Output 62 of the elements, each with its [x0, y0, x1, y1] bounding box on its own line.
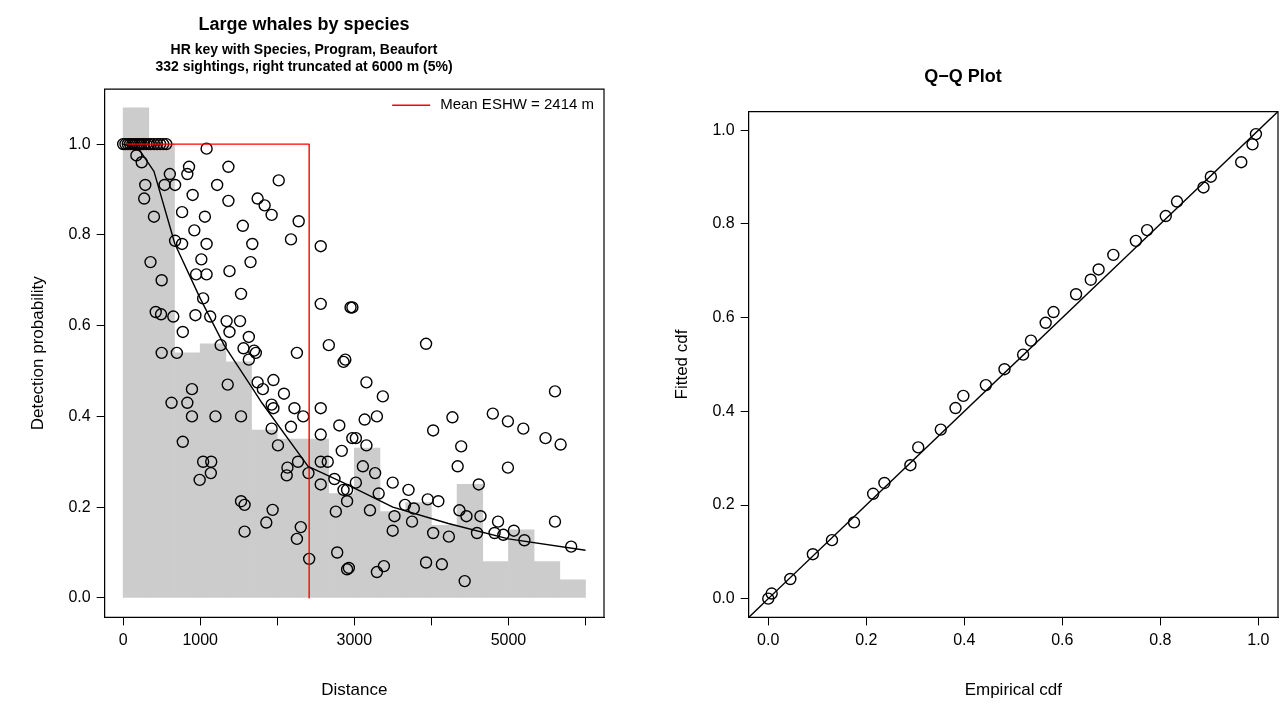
legend-label: Mean ESHW = 2414 m: [440, 95, 595, 113]
point: [1204, 170, 1218, 183]
x-tick-label: 0.4: [953, 631, 976, 649]
y-tick-label: 0.4: [712, 401, 735, 419]
point: [1024, 334, 1038, 347]
point: [904, 458, 917, 472]
point: [1246, 138, 1259, 151]
x-tick-label: 1.0: [1247, 631, 1270, 649]
point: [847, 516, 861, 529]
y-axis-title: Fitted cdf: [671, 329, 691, 400]
chart-title: Q−Q Plot: [924, 65, 1002, 86]
y-tick-label: 0.2: [712, 495, 735, 513]
point: [762, 592, 775, 605]
y-axis-title: Detection probability: [27, 275, 47, 431]
point: [934, 423, 947, 436]
point: [1140, 223, 1154, 237]
point: [1235, 155, 1248, 169]
point: [1249, 127, 1263, 141]
point: [784, 572, 797, 586]
x-axis-title: Empirical cdf: [964, 680, 1063, 700]
y-tick-label: 0.6: [68, 316, 91, 334]
point: [1129, 234, 1143, 248]
point: [998, 362, 1011, 376]
point: [1092, 263, 1105, 276]
point: [949, 401, 962, 415]
point: [1159, 209, 1172, 223]
y-tick-label: 0.8: [712, 214, 735, 232]
chart-title: Large whales by species: [198, 13, 410, 34]
y-tick-label: 0.4: [68, 406, 91, 424]
x-tick-label: 1000: [182, 631, 219, 649]
point: [1047, 305, 1060, 319]
x-tick-label: 0: [118, 631, 128, 649]
point: [765, 587, 778, 600]
point: [1084, 273, 1097, 286]
point: [979, 378, 993, 392]
x-tick-label: 3000: [336, 631, 373, 649]
x-tick-label: 0.0: [757, 631, 780, 649]
point: [866, 487, 880, 500]
y-tick-label: 0.8: [68, 225, 91, 243]
x-tick-label: 0.6: [1051, 631, 1074, 649]
point: [806, 547, 820, 561]
x-axis-title: Distance: [321, 680, 388, 700]
point: [1170, 195, 1184, 208]
y-tick-label: 0.2: [68, 497, 91, 515]
x-tick-label: 5000: [490, 631, 527, 649]
y-tick-label: 0.6: [712, 308, 735, 326]
point: [1039, 316, 1052, 330]
chart-subtitle: HR key with Species, Program, Beaufort 332 sightings, right truncated at 6000 m (5%): [155, 40, 453, 74]
y-tick-label: 0.0: [712, 589, 735, 607]
x-tick-label: 0.2: [855, 631, 878, 649]
point: [878, 476, 891, 490]
y-tick-label: 0.0: [68, 588, 91, 606]
y-tick-label: 1.0: [712, 120, 735, 138]
y-tick-label: 1.0: [68, 134, 91, 152]
point: [912, 441, 925, 454]
point: [1016, 348, 1030, 361]
point: [957, 389, 970, 403]
point: [1197, 181, 1210, 194]
point: [1107, 248, 1120, 262]
point: [1069, 288, 1083, 301]
x-tick-label: 0.8: [1149, 631, 1172, 649]
point: [825, 533, 839, 547]
